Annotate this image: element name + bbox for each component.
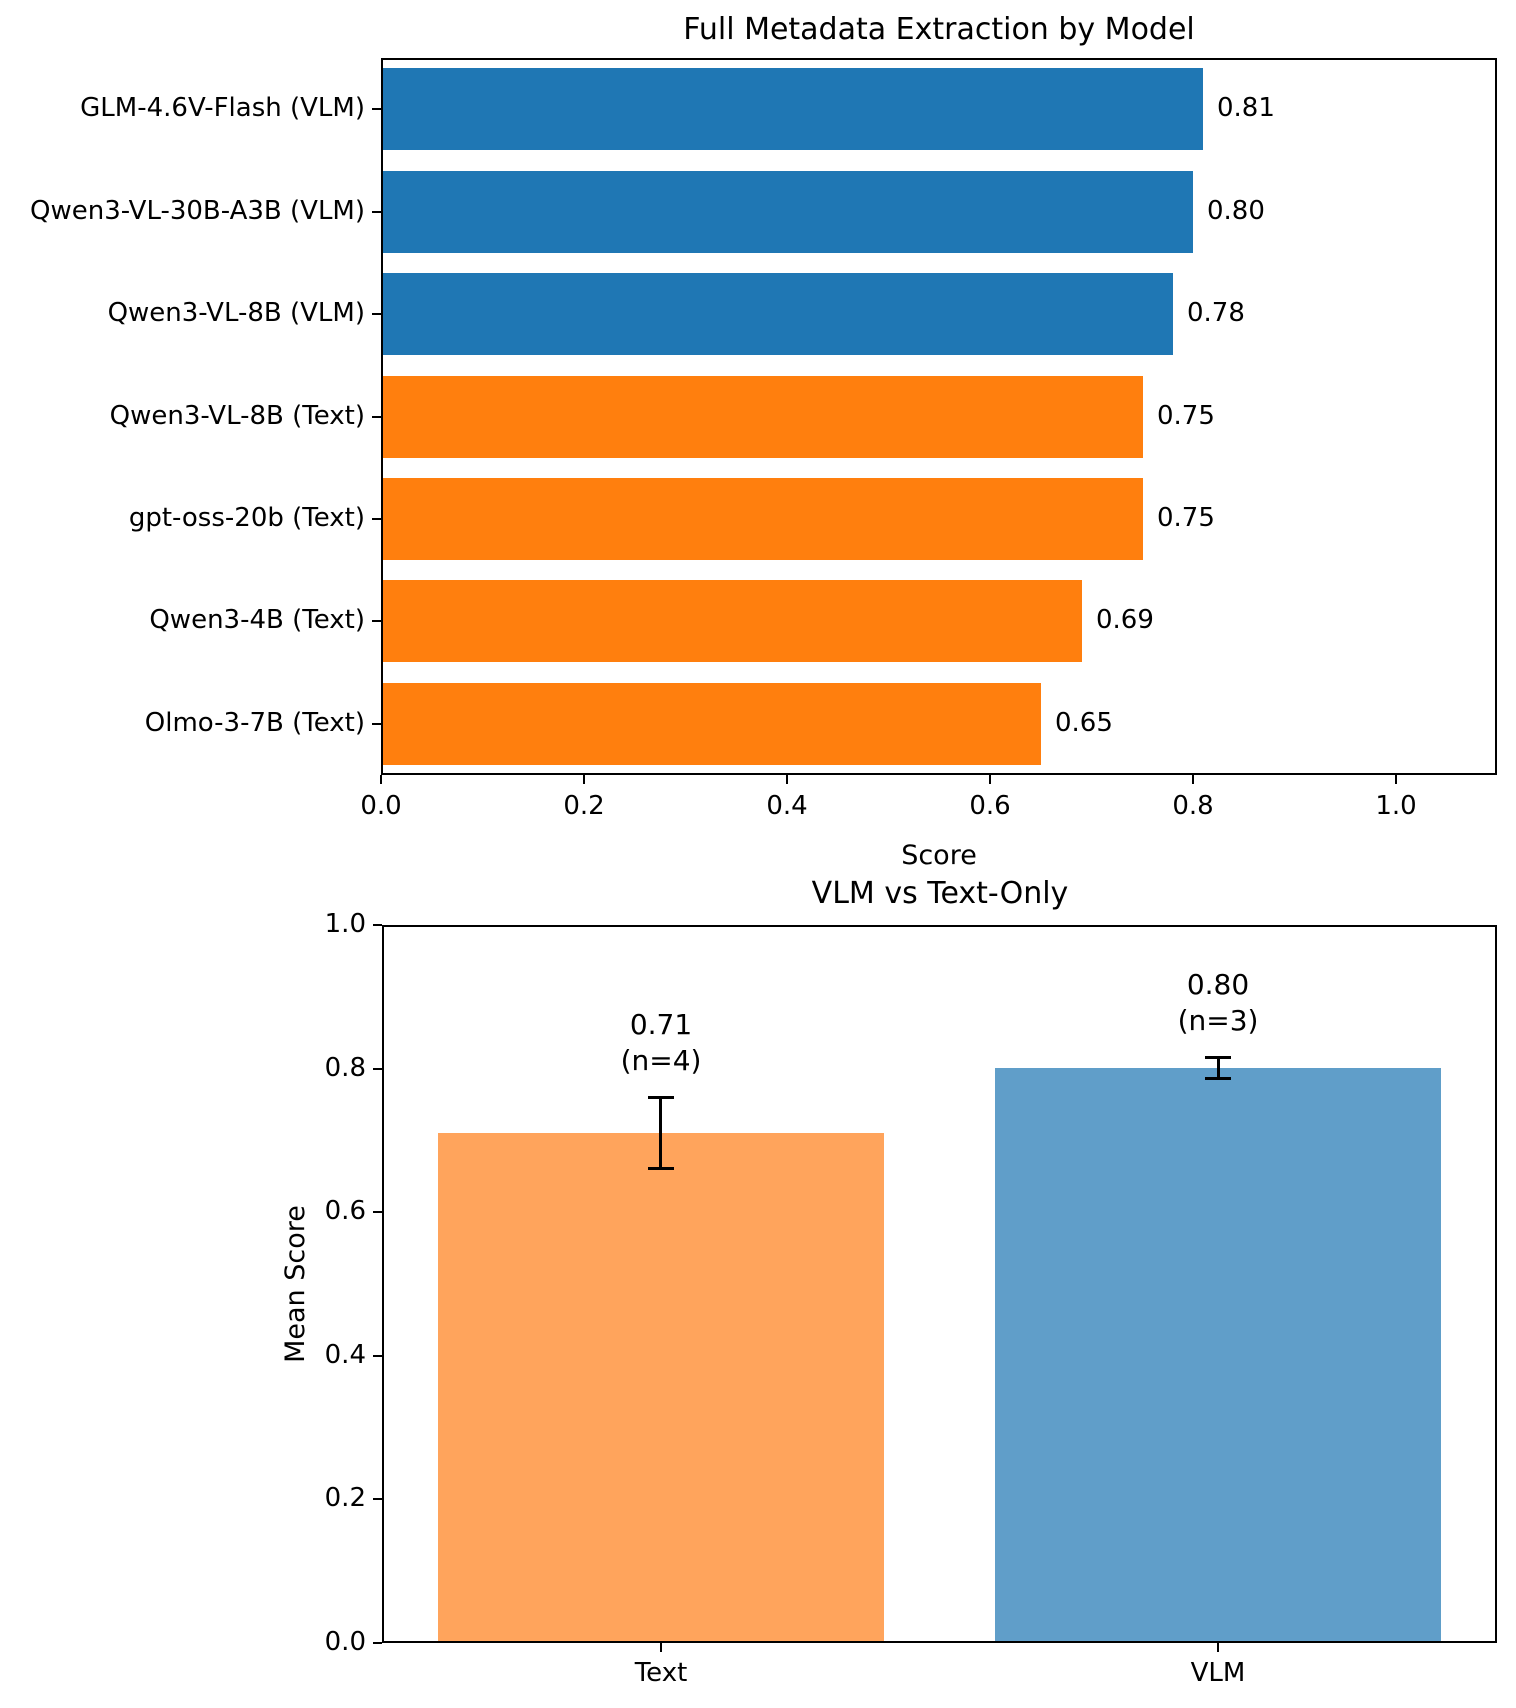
bar-value-label: 0.81 [1217, 93, 1275, 123]
annotation-value: 0.71 [629, 1008, 693, 1041]
bar-value-label: 0.69 [1096, 605, 1154, 635]
bottom-chart-title: VLM vs Text-Only [811, 876, 1069, 911]
bottom-chart-ylabel: Mean Score [280, 1205, 311, 1363]
bar [383, 478, 1143, 560]
y-tick-mark [372, 723, 381, 725]
y-tick-mark [373, 1498, 382, 1500]
y-tick-label: Qwen3-VL-30B-A3B (VLM) [30, 196, 365, 226]
x-tick-mark [786, 775, 788, 784]
x-tick-label: 1.0 [1375, 791, 1417, 821]
bar [383, 683, 1041, 765]
x-tick-label: VLM [1190, 1658, 1246, 1688]
y-tick-mark [373, 1211, 382, 1213]
y-tick-mark [373, 1642, 382, 1644]
y-tick-label: 0.6 [324, 1196, 366, 1226]
bar [383, 376, 1143, 458]
x-tick-mark [989, 775, 991, 784]
y-tick-label: 0.0 [324, 1627, 366, 1657]
y-tick-mark [372, 108, 381, 110]
x-tick-mark [660, 1643, 662, 1652]
x-tick-label: Text [634, 1658, 688, 1688]
top-chart-title: Full Metadata Extraction by Model [683, 12, 1195, 47]
y-tick-mark [372, 313, 381, 315]
y-tick-label: Qwen3-VL-8B (Text) [109, 401, 365, 431]
x-tick-label: 0.0 [360, 791, 402, 821]
x-tick-mark [1217, 1643, 1219, 1652]
y-tick-mark [373, 1355, 382, 1357]
bar-value-label: 0.65 [1055, 708, 1113, 738]
annotation-count: (n=3) [1177, 1004, 1259, 1037]
x-tick-mark [380, 775, 382, 784]
y-tick-label: Olmo-3-7B (Text) [144, 708, 365, 738]
y-tick-label: 0.2 [324, 1483, 366, 1513]
bar-value-label: 0.75 [1157, 503, 1215, 533]
bar [383, 68, 1203, 150]
bar-value-label: 0.75 [1157, 401, 1215, 431]
annotation-value: 0.80 [1186, 968, 1250, 1001]
x-tick-mark [1395, 775, 1397, 784]
y-tick-label: 1.0 [324, 909, 366, 939]
y-tick-label: Qwen3-VL-8B (VLM) [107, 298, 365, 328]
bar [383, 273, 1173, 355]
x-tick-label: 0.6 [969, 791, 1011, 821]
bar-annotation: 0.80 (n=3) [1098, 967, 1338, 1039]
x-tick-label: 0.8 [1172, 791, 1214, 821]
y-tick-label: gpt-oss-20b (Text) [128, 503, 365, 533]
x-tick-mark [1192, 775, 1194, 784]
x-tick-label: 0.4 [766, 791, 808, 821]
bar-annotation: 0.71 (n=4) [541, 1007, 781, 1079]
bar [438, 1133, 884, 1641]
error-bar-cap-bottom [1205, 1077, 1231, 1080]
y-tick-mark [372, 211, 381, 213]
bar [383, 171, 1193, 253]
y-tick-mark [372, 518, 381, 520]
bar-value-label: 0.80 [1207, 196, 1265, 226]
x-tick-mark [583, 775, 585, 784]
y-tick-label: Qwen3-4B (Text) [149, 605, 365, 635]
annotation-count: (n=4) [620, 1044, 702, 1077]
bar [383, 580, 1082, 662]
y-tick-label: GLM-4.6V-Flash (VLM) [80, 93, 365, 123]
error-bar-line [659, 1097, 662, 1169]
y-tick-mark [372, 620, 381, 622]
y-tick-mark [373, 1068, 382, 1070]
error-bar-cap-top [1205, 1056, 1231, 1059]
bar-value-label: 0.78 [1187, 298, 1245, 328]
top-chart-xlabel: Score [901, 840, 977, 871]
y-tick-mark [372, 416, 381, 418]
error-bar-cap-top [648, 1096, 674, 1099]
bar [995, 1068, 1441, 1641]
error-bar-line [1217, 1057, 1220, 1079]
x-tick-label: 0.2 [563, 791, 605, 821]
y-tick-label: 0.8 [324, 1053, 366, 1083]
y-tick-mark [373, 924, 382, 926]
error-bar-cap-bottom [648, 1167, 674, 1170]
y-tick-label: 0.4 [324, 1340, 366, 1370]
